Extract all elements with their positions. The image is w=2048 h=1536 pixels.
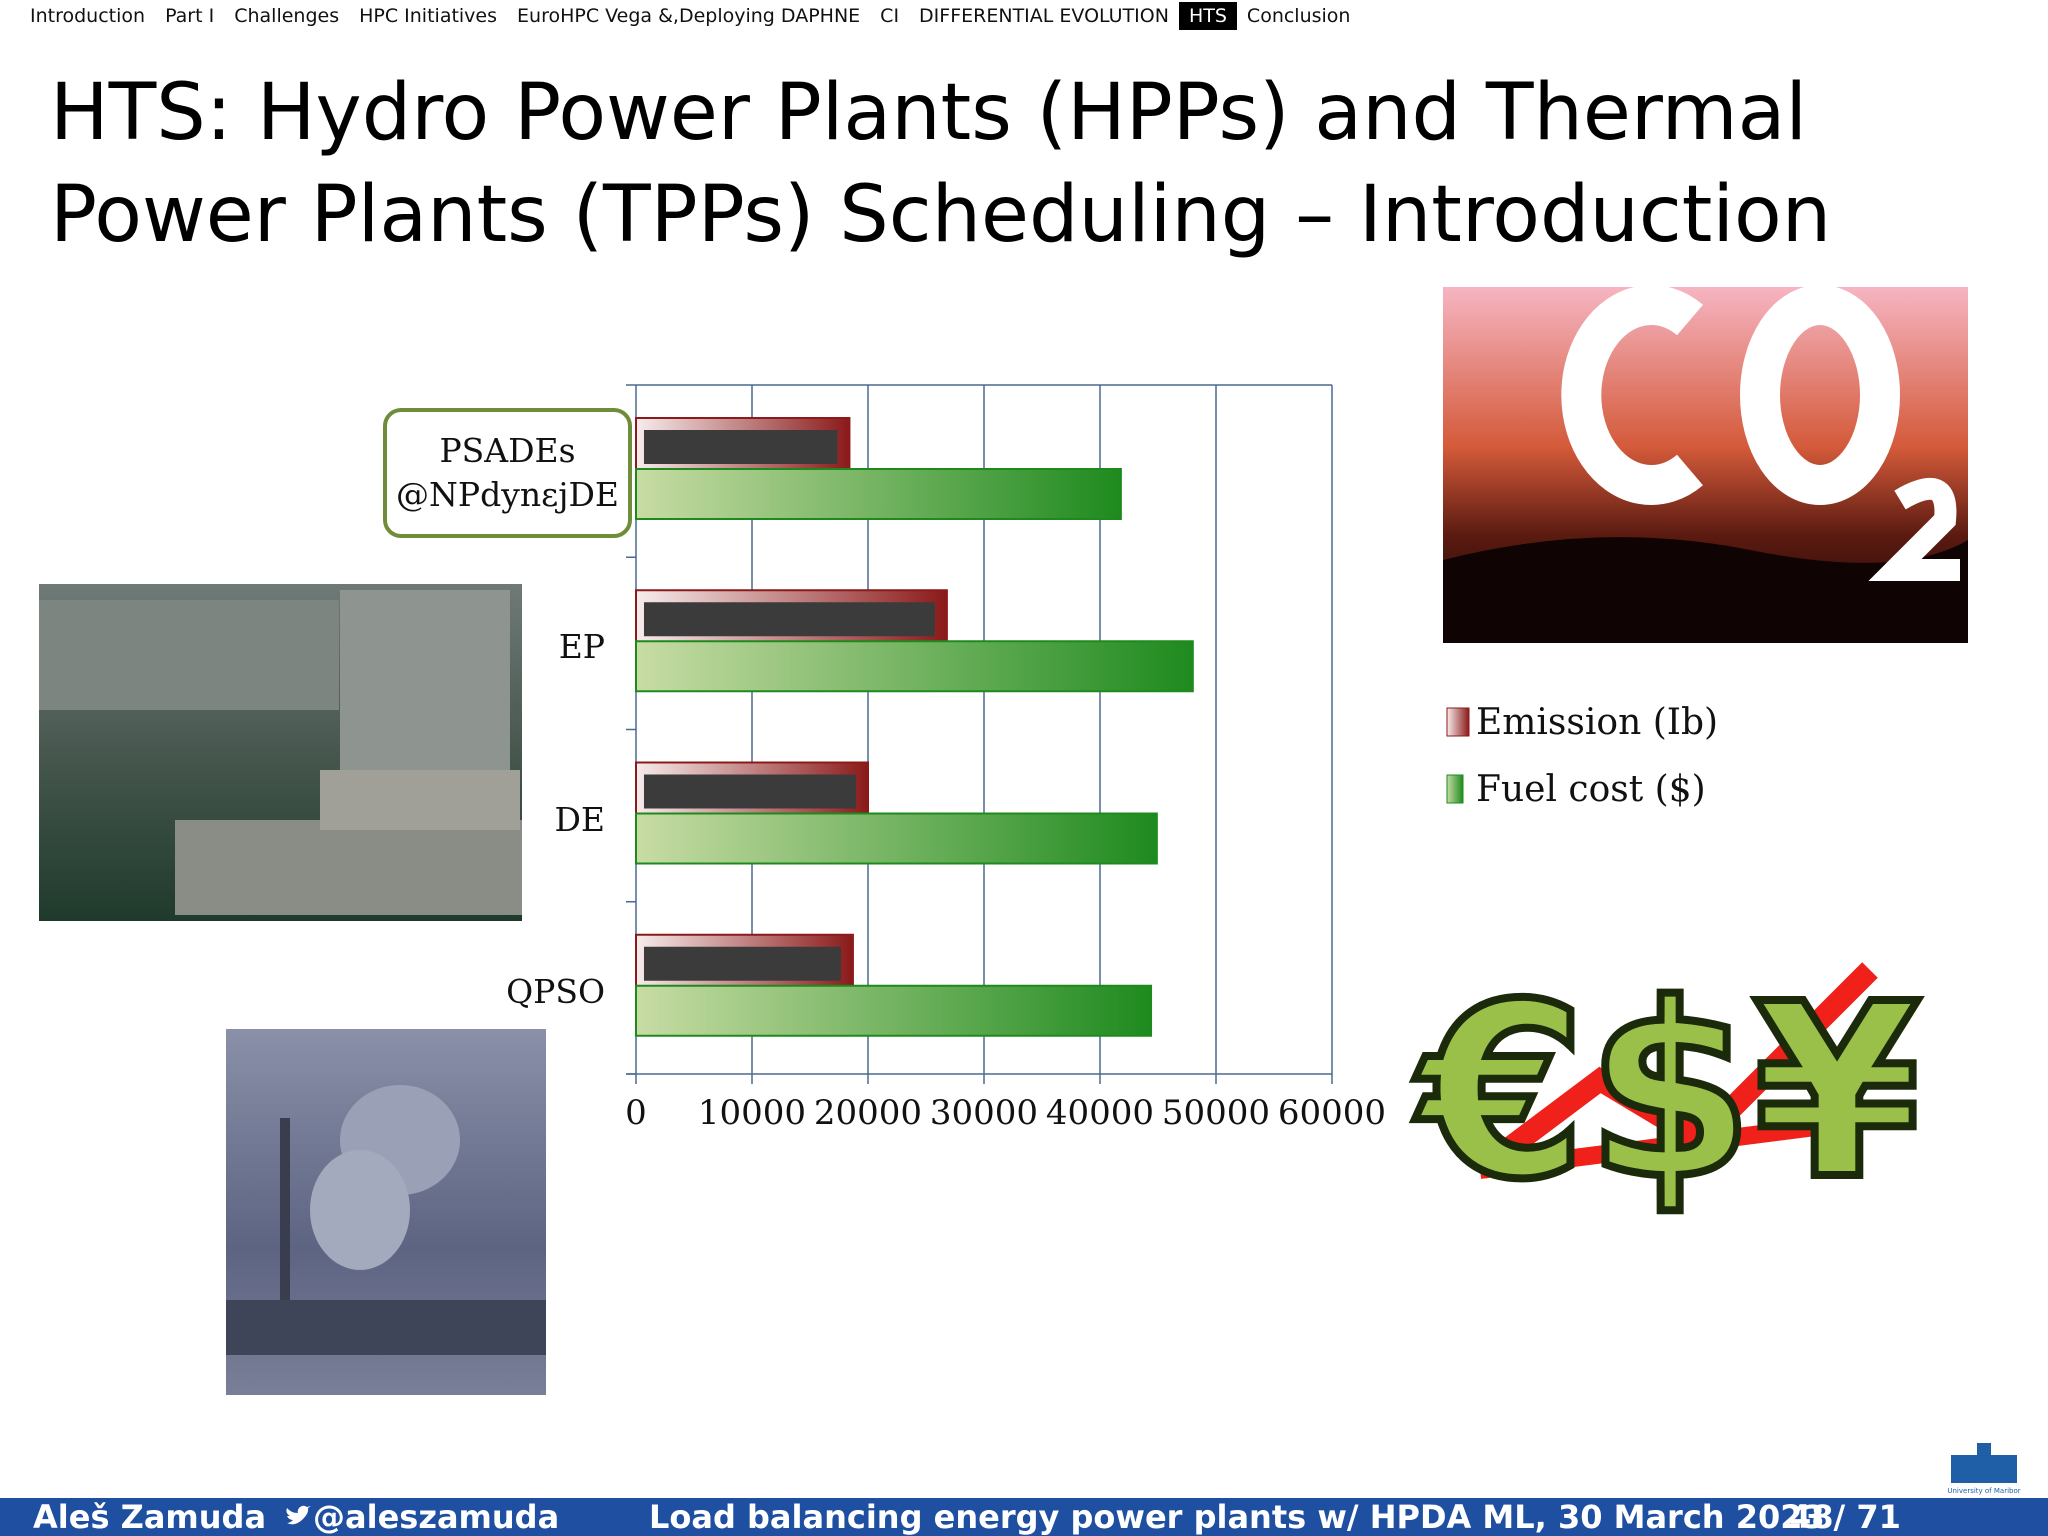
highlight-box	[383, 408, 632, 538]
hydro-photo	[39, 584, 522, 921]
co2-photo	[1443, 285, 1968, 643]
fuel-bar	[635, 640, 1194, 693]
nav-item[interactable]: Part I	[165, 5, 215, 27]
logo-building	[1951, 1443, 2017, 1483]
category-label-box: DE	[554, 799, 605, 839]
bar-body	[635, 640, 1194, 693]
legend-swatch	[1446, 774, 1464, 804]
legend-swatch	[1446, 707, 1470, 737]
nav-item[interactable]: CI	[880, 5, 900, 27]
footer-page: 48/ 71	[1789, 1498, 1901, 1536]
x-tick-label: 40000	[1046, 1093, 1154, 1133]
footer-handle: @aleszamuda	[313, 1498, 560, 1536]
emission-bar	[635, 417, 851, 477]
x-tick-label: 50000	[1162, 1093, 1270, 1133]
nav-item[interactable]: DIFFERENTIAL EVOLUTION	[919, 5, 1169, 27]
emission-bar	[635, 761, 869, 822]
logo-text: University of Maribor	[1947, 1487, 2021, 1495]
nav-item[interactable]: Introduction	[30, 5, 146, 27]
fuel-bar	[635, 984, 1153, 1037]
university-logo: University of Maribor	[1943, 1443, 2025, 1495]
y-tick-label: DE	[554, 799, 605, 839]
x-tick-label: 10000	[698, 1093, 806, 1133]
x-tick-label: 0	[625, 1093, 647, 1133]
nav-item[interactable]: EuroHPC Vega &,Deploying DAPHNE	[517, 5, 861, 27]
legend-label: Fuel cost ($)	[1476, 769, 1706, 810]
y-tick-label: EP	[558, 627, 605, 667]
emission-bar	[635, 933, 854, 994]
y-tick-label: PSADEs @NPdynεjDE	[396, 431, 619, 514]
x-tick-label: 60000	[1278, 1093, 1386, 1133]
nav-bar: Introduction Part I Challenges HPC Initiati…	[20, 0, 1360, 32]
bar-body	[635, 468, 1122, 520]
footer-talk: Load balancing energy power plants w/ HP…	[649, 1498, 1825, 1536]
bird-icon	[286, 1505, 311, 1525]
x-tick-label: 20000	[814, 1093, 922, 1133]
currency-icon: €$¥	[1411, 948, 1925, 1236]
svg-text:€$¥: €$¥	[1415, 952, 1921, 1232]
footer-bar: Aleš Zamuda @aleszamuda Load balancing e…	[0, 1498, 2048, 1536]
nav-item[interactable]: Challenges	[234, 5, 340, 27]
x-tick-label: 30000	[930, 1093, 1038, 1133]
nav-item[interactable]: HPC Initiatives	[359, 5, 498, 27]
bar-core	[644, 430, 838, 464]
bar-core	[644, 774, 856, 809]
footer-author: Aleš Zamuda	[33, 1498, 267, 1536]
fuel-bar	[635, 468, 1122, 520]
slide-canvas: €$¥ 0 10000 20000 30000 40000 50000 60000 PSADE…	[39, 285, 1968, 1395]
slide-title: HTS: Hydro Power Plants (HPPs) and Therm…	[50, 68, 1832, 260]
bar-core	[644, 602, 935, 637]
fuel-bar	[635, 812, 1158, 865]
emission-bar	[635, 589, 948, 650]
chimney-photo	[226, 1029, 546, 1395]
y-tick-label: QPSO	[506, 971, 605, 1011]
legend-label: Emission (Ib)	[1476, 702, 1718, 743]
bar-core	[644, 946, 841, 981]
category-label-box: QPSO	[506, 971, 605, 1011]
category-label-box: EP	[558, 627, 605, 667]
nav-item[interactable]: HTS	[1178, 2, 1237, 30]
chart: 0 10000 20000 30000 40000 50000 60000 PSADEs @N…	[383, 384, 1718, 1133]
bar-body	[635, 812, 1158, 865]
bar-body	[635, 984, 1153, 1037]
category-label-box: PSADEs @NPdynεjDE	[396, 431, 619, 514]
nav-item[interactable]: Conclusion	[1246, 5, 1351, 27]
